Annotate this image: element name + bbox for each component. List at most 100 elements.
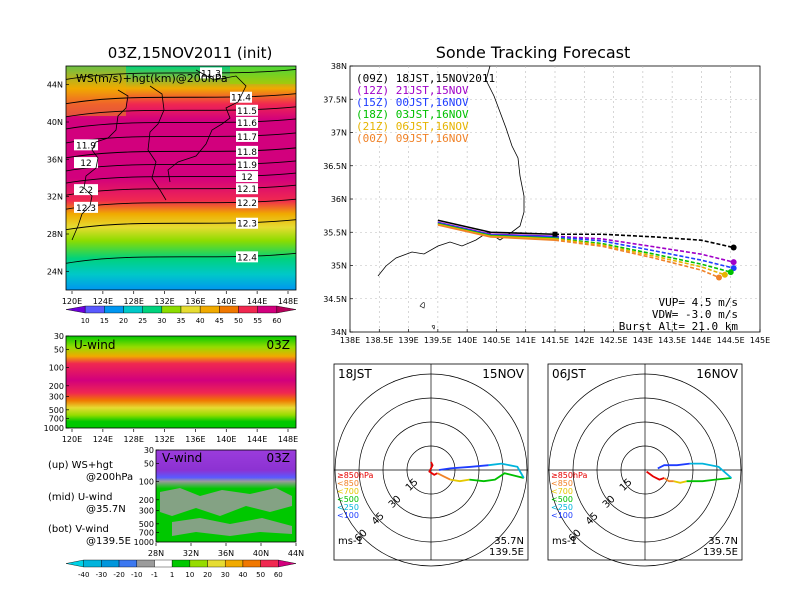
ws-colorbar: 10 15 20 25 30 35 40 45 50 55 60 <box>65 305 297 325</box>
y-tick-label: 37.5N <box>323 95 347 104</box>
y-tick-label: 1000 <box>134 538 154 547</box>
pressure-legend-entry: <850 <box>551 479 573 488</box>
colorbar-swatch <box>276 305 297 314</box>
pressure-legend-entry: ≥850hPa <box>551 471 588 480</box>
x-tick-label: 32N <box>183 549 199 558</box>
x-tick-label: 141.5E <box>541 336 569 345</box>
x-tick-label: 143E <box>633 336 653 345</box>
track-landing-point <box>716 274 722 281</box>
colorbar-label: -1 <box>151 571 158 579</box>
contour-label: 12.3 <box>237 220 257 230</box>
colorbar-swatch <box>225 559 244 568</box>
x-tick-label: 142.5E <box>600 336 628 345</box>
y-tick-label: 200 <box>139 496 154 505</box>
x-tick-label: 144E <box>691 336 711 345</box>
legend-mid: (mid) U-wind <box>48 492 112 503</box>
height-contour <box>65 147 297 159</box>
colorbar-swatch <box>142 305 163 314</box>
coastline <box>71 69 247 241</box>
hodograph-date: 16NOV <box>696 367 738 381</box>
contour-label-box <box>236 145 258 157</box>
track-line <box>437 219 556 236</box>
x-tick-label: 124E <box>93 435 113 444</box>
contour-label: 12 <box>241 173 252 183</box>
y-tick-label: 38N <box>331 62 347 71</box>
track-legend-entry: (00Z) 09JST,16NOV <box>356 132 469 145</box>
track-launch-marker <box>552 231 558 237</box>
x-tick-label: 143.5E <box>658 336 686 345</box>
colorbar-label: 15 <box>100 317 109 325</box>
track-landing-point <box>730 259 737 266</box>
x-tick-label: 28N <box>148 549 164 558</box>
x-tick-label: 124E <box>93 297 113 306</box>
uwind-panel: U-wind 03Z 120E 124E 128E 132E 136E 140E 144E 1… <box>44 332 299 444</box>
contour-label-box <box>230 91 252 103</box>
contour-label: 11.5 <box>237 107 257 117</box>
hodograph-unit: ms-1 <box>552 536 577 547</box>
x-tick-label: 120E <box>62 435 82 444</box>
y-tick-label: 36.5N <box>323 162 347 171</box>
tracking-title: Sonde Tracking Forecast <box>436 43 631 62</box>
hodograph-unit: ms-1 <box>338 536 363 547</box>
tracking-coastline <box>377 65 525 277</box>
y-tick-label: 300 <box>49 392 64 401</box>
hodograph-trace <box>488 462 525 479</box>
hodograph-trace <box>428 461 438 476</box>
colorbar-label: 30 <box>221 571 230 579</box>
x-tick-label: 140E <box>216 297 236 306</box>
contour-label: 12.2 <box>237 199 257 209</box>
colorbar-swatch <box>260 559 279 568</box>
vup-annotation: VUP= 4.5 m/s <box>659 296 738 309</box>
colorbar-swatch <box>238 305 258 314</box>
hodograph-lon: 139.5E <box>489 547 524 558</box>
vwind-negative-band <box>160 488 292 516</box>
hodograph-time: 06JST <box>552 367 586 381</box>
x-tick-label: 138E <box>340 336 360 345</box>
y-tick-label: 36N <box>47 155 63 164</box>
vwind-time: 03Z <box>267 451 291 465</box>
uwind-frame <box>65 335 297 429</box>
contour-label-box <box>236 116 258 128</box>
vwind-frame <box>155 449 297 543</box>
legend-mid-lat: @35.7N <box>86 504 126 515</box>
x-tick-label: 141E <box>516 336 536 345</box>
x-tick-label: 145E <box>750 336 770 345</box>
x-tick-label: 142E <box>574 336 594 345</box>
y-tick-label: 28N <box>47 230 63 239</box>
colorbar-label: 40 <box>238 571 247 579</box>
colorbar-label: -30 <box>96 571 107 579</box>
y-tick-label: 36N <box>331 195 347 204</box>
x-tick-label: 36N <box>218 549 234 558</box>
height-contour <box>65 172 297 184</box>
colorbar-swatch <box>136 559 155 568</box>
track-legend-entry: (21Z) 06JST,16NOV <box>356 120 469 133</box>
contour-label-box <box>236 104 258 116</box>
track-forecast-line <box>554 236 734 269</box>
contour-label: 12 <box>80 159 91 169</box>
x-tick-label: 40N <box>253 549 269 558</box>
hodograph-date: 15NOV <box>482 367 524 381</box>
hodograph-time: 18JST <box>338 367 372 381</box>
colorbar-label: 25 <box>138 317 147 325</box>
height-contour <box>65 118 297 130</box>
pressure-legend-entry: ≥850hPa <box>337 471 374 480</box>
y-tick-label: 34N <box>331 328 347 337</box>
height-contour <box>65 93 297 105</box>
track-legend-entry: (15Z) 00JST,16NOV <box>356 96 469 109</box>
x-tick-label: 120E <box>62 297 82 306</box>
colorbar-swatch <box>180 305 201 314</box>
uwind-label: U-wind <box>74 338 115 352</box>
ws-frame <box>65 65 297 291</box>
y-tick-label: 34.5N <box>323 295 347 304</box>
pressure-legend-entry: <850 <box>337 479 359 488</box>
colorbar-swatch <box>161 305 182 314</box>
contour-label: 11.6 <box>237 119 257 129</box>
x-tick-label: 132E <box>154 297 174 306</box>
hodograph-trace <box>438 464 489 471</box>
legend-bot: (bot) V-wind <box>48 524 109 535</box>
pressure-legend-entry: <100 <box>551 511 573 520</box>
colorbar-label: 50 <box>234 317 243 325</box>
